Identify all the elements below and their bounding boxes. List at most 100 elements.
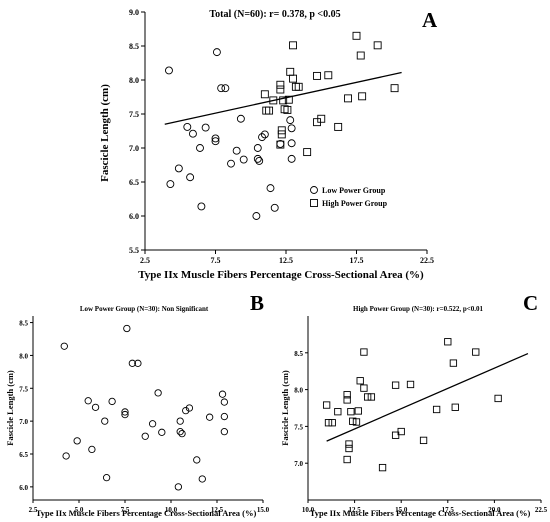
panel-a-point-square bbox=[289, 74, 297, 83]
panel-a-point-square bbox=[277, 126, 286, 135]
panel-a-title: Total (N=60): r= 0.378, p <0.05 bbox=[209, 9, 340, 20]
panel-b-point-circle bbox=[158, 428, 166, 436]
panel-b-y-tick-label: 7.0 bbox=[19, 418, 28, 426]
panel-c-point-square bbox=[345, 440, 353, 448]
panel-a-point-circle bbox=[260, 130, 269, 139]
panel-b-x-tick-label: 10.0 bbox=[165, 506, 178, 514]
panel-b-point-circle bbox=[185, 404, 194, 412]
panel-c-point-square bbox=[349, 417, 357, 425]
panel-a-point-square bbox=[277, 130, 286, 139]
panel-a-y-tick-label: 7.0 bbox=[129, 144, 139, 153]
panel-b-point-circle bbox=[108, 397, 116, 406]
panel-a-point-square bbox=[269, 96, 278, 105]
panel-c-point-square bbox=[354, 407, 362, 415]
panel-b-point-circle bbox=[128, 359, 137, 367]
panel-c-point-square bbox=[328, 419, 336, 427]
panel-c-point-square bbox=[494, 394, 502, 403]
panel-c-point-square bbox=[397, 427, 405, 436]
panel-b-point-circle bbox=[141, 432, 149, 440]
panel-b-point-circle bbox=[176, 428, 184, 436]
panel-c-point-square bbox=[391, 381, 400, 389]
panel-a-point-square bbox=[313, 71, 321, 80]
panel-c-point-square bbox=[391, 431, 400, 439]
panel-letter-b: B bbox=[250, 291, 264, 315]
panel-b-low-power: B Low Power Group (N=30): Non Significan… bbox=[5, 291, 270, 518]
panel-c-y-tick-label: 7.5 bbox=[294, 423, 303, 431]
panel-a-point-circle bbox=[165, 66, 173, 75]
panel-b-point-circle bbox=[73, 437, 81, 445]
panel-c-point-square bbox=[432, 405, 441, 414]
panel-c-point-square bbox=[360, 384, 368, 392]
panel-b-x-tick-label: 7.5 bbox=[121, 506, 130, 514]
panel-a-point-square bbox=[289, 41, 297, 50]
panel-c-point-square bbox=[367, 393, 376, 401]
panel-c-x-tick-label: 15.0 bbox=[395, 506, 408, 514]
panel-a-point-square bbox=[390, 84, 399, 93]
panel-c-point-square bbox=[322, 401, 331, 409]
panel-b-point-circle bbox=[88, 445, 96, 454]
panel-a-point-circle bbox=[270, 203, 279, 212]
panel-b-x-tick-label: 5.0 bbox=[75, 506, 84, 514]
panel-b-point-circle bbox=[121, 408, 129, 416]
panel-a-point-circle bbox=[252, 212, 261, 220]
panel-c-point-square bbox=[343, 455, 351, 464]
panel-a-point-square bbox=[280, 105, 289, 114]
panel-b-point-circle bbox=[218, 390, 227, 398]
panel-a-point-square bbox=[352, 31, 361, 40]
panel-b-point-circle bbox=[205, 413, 214, 421]
panel-b-point-circle bbox=[220, 428, 229, 436]
panel-a-point-square bbox=[334, 122, 343, 131]
panel-c-point-square bbox=[406, 380, 415, 389]
panel-c-point-square bbox=[352, 418, 361, 426]
legend-low-power-label: Low Power Group bbox=[322, 186, 386, 195]
panel-a-point-circle bbox=[236, 114, 245, 123]
panel-a-point-circle bbox=[239, 155, 248, 164]
panel-a-point-square bbox=[344, 94, 352, 103]
panel-b-y-tick-label: 7.5 bbox=[19, 385, 28, 393]
panel-c-y-tick-label: 7.0 bbox=[294, 460, 303, 468]
panel-a-point-square bbox=[313, 118, 321, 127]
panel-a-point-square bbox=[324, 71, 333, 80]
panel-a-point-square bbox=[265, 106, 274, 115]
panel-c-y-tick-label: 8.0 bbox=[294, 387, 303, 395]
panel-a-point-square bbox=[284, 95, 293, 104]
panel-a-y-tick-label: 5.5 bbox=[129, 246, 139, 255]
panel-a-point-circle bbox=[211, 137, 220, 146]
panel-b-xlabel: Type IIx Muscle Fibers Percentage Cross-… bbox=[36, 508, 257, 518]
panel-b-y-tick-label: 6.0 bbox=[19, 484, 28, 492]
panel-c-x-tick-label: 22.5 bbox=[535, 506, 548, 514]
panel-b-point-circle bbox=[62, 452, 70, 460]
panel-c-point-square bbox=[363, 393, 372, 401]
panel-b-point-circle bbox=[134, 359, 142, 367]
panel-c-point-square bbox=[347, 408, 355, 416]
panel-a-xlabel: Type IIx Muscle Fibers Percentage Cross-… bbox=[138, 269, 424, 281]
panel-b-x-tick-label: 15.0 bbox=[257, 506, 270, 514]
panel-b-point-circle bbox=[220, 412, 229, 421]
panel-c-xlabel: Type IIx Muscle Fibers Percentage Cross-… bbox=[310, 508, 531, 518]
panel-a-y-tick-label: 7.5 bbox=[129, 110, 139, 119]
panel-a-point-circle bbox=[227, 159, 235, 168]
panel-b-point-circle bbox=[198, 475, 206, 483]
panel-a-point-circle bbox=[212, 48, 221, 57]
panel-c-x-tick-label: 20.0 bbox=[488, 506, 501, 514]
panel-a-point-circle bbox=[287, 139, 296, 148]
panel-a-point-circle bbox=[255, 156, 264, 165]
panel-b-point-circle bbox=[101, 417, 109, 425]
legend-square-marker bbox=[310, 199, 318, 207]
panel-a-x-tick-label: 22.5 bbox=[420, 256, 434, 265]
panel-c-x-tick-label: 10.0 bbox=[302, 506, 315, 514]
panel-b-point-circle bbox=[182, 406, 190, 415]
panel-a-point-circle bbox=[287, 124, 296, 133]
panel-a-point-circle bbox=[217, 84, 226, 93]
panel-b-point-circle bbox=[60, 342, 68, 350]
panel-a-x-tick-label: 2.5 bbox=[140, 256, 150, 265]
panel-c-trend-line bbox=[326, 352, 529, 442]
panel-a-x-tick-label: 17.5 bbox=[350, 256, 364, 265]
panel-a-y-tick-label: 8.0 bbox=[129, 76, 139, 85]
panel-a-point-square bbox=[294, 82, 303, 91]
panel-c-point-square bbox=[472, 348, 480, 356]
panel-c-point-square bbox=[444, 338, 452, 346]
panel-c-point-square bbox=[449, 359, 458, 367]
panel-c-point-square bbox=[451, 403, 459, 411]
panel-a-point-circle bbox=[196, 144, 204, 152]
